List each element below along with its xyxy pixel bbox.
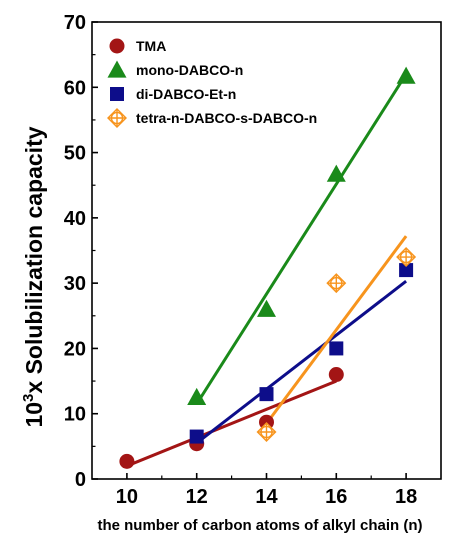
data-point-series-3-2 xyxy=(396,247,417,268)
y-axis-title: 103x Solubilization capacity xyxy=(20,126,47,427)
x-tick-label-3: 16 xyxy=(325,486,347,508)
fit-line-series-1 xyxy=(195,73,408,405)
legend-marker-2 xyxy=(110,87,124,101)
y-tick-label-6: 60 xyxy=(64,77,86,99)
legend-label-0: TMA xyxy=(136,38,166,54)
y-tick-label-7: 70 xyxy=(64,12,86,34)
legend-marker-3 xyxy=(107,108,127,128)
y-axis-title-exponent: 3 xyxy=(20,394,37,402)
x-tick-label-2: 14 xyxy=(255,486,278,508)
data-point-series-1-3 xyxy=(396,66,416,84)
legend-marker-1 xyxy=(107,60,127,78)
x-tick-label-0: 10 xyxy=(116,486,138,508)
y-tick-label-4: 40 xyxy=(64,208,86,230)
x-tick-label-4: 18 xyxy=(395,486,417,508)
data-point-series-2-2 xyxy=(329,341,344,356)
data-point-series-2-0 xyxy=(189,429,204,444)
x-tick-label-1: 12 xyxy=(186,486,208,508)
y-tick-label-3: 30 xyxy=(64,273,86,295)
legend-marker-0 xyxy=(109,38,125,54)
fit-line-series-3 xyxy=(265,235,408,425)
data-point-series-0-0 xyxy=(119,453,135,469)
y-tick-label-5: 50 xyxy=(64,143,86,165)
legend-label-3: tetra-n-DABCO-s-DABCO-n xyxy=(136,110,317,126)
legend-label-1: mono-DABCO-n xyxy=(136,62,243,78)
y-axis-title-base: 10 xyxy=(21,402,47,428)
y-tick-label-2: 20 xyxy=(64,338,86,360)
data-point-series-1-0 xyxy=(187,387,207,405)
data-markers xyxy=(119,66,417,469)
x-axis-title: the number of carbon atoms of alkyl chai… xyxy=(97,517,422,534)
fit-line-series-2 xyxy=(195,279,408,445)
fit-lines xyxy=(126,73,408,468)
data-point-series-1-2 xyxy=(326,164,346,182)
data-point-series-3-0 xyxy=(256,422,277,442)
y-tick-label-0: 0 xyxy=(75,469,86,491)
data-point-series-3-1 xyxy=(326,273,347,294)
y-axis-title-rest: x Solubilization capacity xyxy=(21,126,47,393)
axes: 0 10 20 30 40 50 60 70 10 12 14 16 18 xyxy=(64,12,442,508)
data-point-series-1-1 xyxy=(257,299,276,317)
data-point-series-2-3 xyxy=(399,263,414,278)
fit-line-series-0 xyxy=(126,379,337,468)
data-point-series-2-1 xyxy=(259,387,274,402)
legend-label-2: di-DABCO-Et-n xyxy=(136,86,236,102)
data-point-series-0-3 xyxy=(328,367,344,383)
y-tick-label-1: 10 xyxy=(64,404,86,426)
legend: TMA mono-DABCO-n di-DABCO-Et-n tetra-n-DABC… xyxy=(107,38,317,128)
